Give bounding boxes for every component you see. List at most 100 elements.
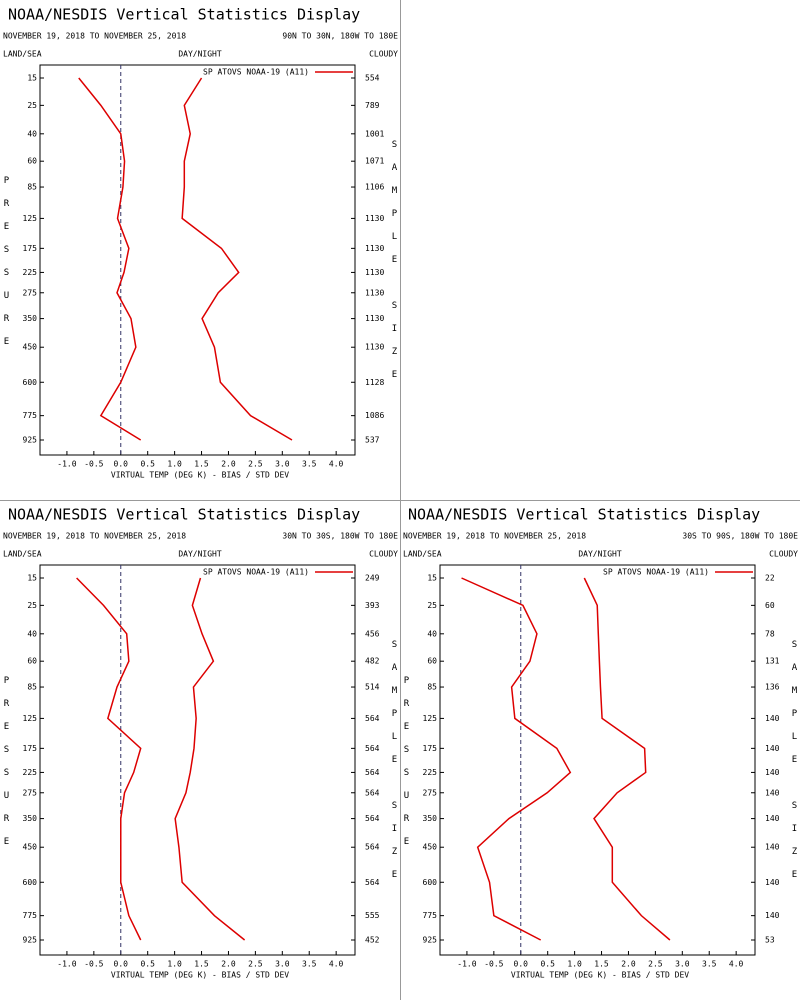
sample-size-label: 452 — [365, 936, 380, 945]
sample-size-label: 140 — [765, 744, 780, 753]
pressure-label: 25 — [27, 601, 37, 610]
x-tick-label: 1.0 — [167, 960, 182, 969]
plot-frame — [39, 64, 356, 456]
x-tick-label: 1.0 — [567, 960, 582, 969]
x-tick-label: 2.5 — [248, 460, 263, 469]
pressure-label: 85 — [427, 683, 437, 692]
pressure-label: 600 — [23, 378, 38, 387]
sample-size-label: 140 — [765, 788, 780, 797]
sample-size-label: 1001 — [365, 129, 384, 138]
x-tick-label: 1.0 — [167, 460, 182, 469]
x-tick-label: -0.5 — [84, 960, 103, 969]
cloudy-header: CLOUDY — [769, 550, 798, 559]
sample-size-label: 140 — [765, 768, 780, 777]
x-tick-label: 4.0 — [729, 960, 744, 969]
sample-size-label: 456 — [365, 629, 380, 638]
x-tick-label: -1.0 — [57, 460, 76, 469]
pressure-label: 125 — [423, 714, 438, 723]
x-axis-label: VIRTUAL TEMP (DEG K) - BIAS / STD DEV — [111, 971, 289, 980]
legend-label: SP ATOVS NOAA-19 (A11) — [203, 568, 309, 577]
pressure-label: 40 — [27, 129, 37, 138]
cloudy-header: CLOUDY — [369, 50, 398, 59]
x-tick-label: 0.5 — [140, 460, 155, 469]
bias-line — [76, 577, 142, 941]
x-tick-label: 3.5 — [302, 460, 317, 469]
x-tick-label: 3.5 — [702, 960, 717, 969]
pressure-label: 775 — [23, 911, 38, 920]
sample-size-label: 22 — [765, 574, 775, 583]
plot-frame — [439, 564, 756, 956]
sample-size-label: 140 — [765, 878, 780, 887]
day-night-header: DAY/NIGHT — [178, 50, 222, 59]
pressure-label: 350 — [23, 314, 38, 323]
sample-size-label: 1106 — [365, 183, 384, 192]
pressure-label: 60 — [27, 657, 37, 666]
x-tick-label: -0.5 — [84, 460, 103, 469]
pressure-label: 775 — [23, 411, 38, 420]
pressure-label: 40 — [27, 629, 37, 638]
region: 30S TO 90S, 180W TO 180E — [682, 532, 798, 541]
x-tick-label: 0.0 — [114, 960, 129, 969]
sample-size-label: 60 — [765, 601, 775, 610]
pressure-label: 225 — [423, 768, 438, 777]
x-tick-label: 1.5 — [194, 960, 209, 969]
legend-label: SP ATOVS NOAA-19 (A11) — [603, 568, 709, 577]
region: 90N TO 30N, 180W TO 180E — [282, 32, 398, 41]
pressure-label: 225 — [23, 268, 38, 277]
sample-size-label: 140 — [765, 814, 780, 823]
land-sea-header: LAND/SEA — [403, 550, 442, 559]
pressure-label: 225 — [23, 768, 38, 777]
y-axis-label: PRESSURE — [2, 676, 12, 860]
x-tick-label: 3.5 — [302, 960, 317, 969]
pressure-label: 450 — [423, 843, 438, 852]
sample-size-label: 1130 — [365, 268, 384, 277]
x-tick-label: 3.0 — [275, 460, 290, 469]
pressure-label: 775 — [423, 911, 438, 920]
pressure-label: 600 — [423, 878, 438, 887]
sample-size-label: 564 — [365, 744, 380, 753]
pressure-label: 60 — [27, 157, 37, 166]
sample-size-label: 140 — [765, 911, 780, 920]
pressure-label: 25 — [27, 101, 37, 110]
pressure-label: 85 — [27, 183, 37, 192]
sample-size-label: 1130 — [365, 343, 384, 352]
x-tick-label: 0.0 — [514, 960, 529, 969]
sample-size-label: 564 — [365, 714, 380, 723]
plot-frame — [39, 564, 356, 956]
legend-label: SP ATOVS NOAA-19 (A11) — [203, 68, 309, 77]
y2-axis-label: SAMPLE SIZE — [390, 140, 400, 393]
y-axis-label: PRESSURE — [2, 176, 12, 360]
sample-size-label: 1130 — [365, 214, 384, 223]
sample-size-label: 564 — [365, 878, 380, 887]
sample-size-label: 249 — [365, 574, 380, 583]
pressure-label: 350 — [23, 814, 38, 823]
sample-size-label: 1130 — [365, 244, 384, 253]
sample-size-label: 514 — [365, 683, 380, 692]
x-tick-label: 0.0 — [114, 460, 129, 469]
x-tick-label: 4.0 — [329, 460, 344, 469]
pressure-label: 15 — [27, 574, 37, 583]
bias-line — [461, 577, 572, 941]
pressure-label: 275 — [23, 288, 38, 297]
sample-size-label: 140 — [765, 714, 780, 723]
y2-axis-label: SAMPLE SIZE — [390, 640, 400, 893]
x-tick-label: 2.0 — [221, 960, 236, 969]
sample-size-label: 393 — [365, 601, 380, 610]
pressure-label: 175 — [23, 744, 38, 753]
x-tick-label: 1.5 — [194, 460, 209, 469]
x-axis-label: VIRTUAL TEMP (DEG K) - BIAS / STD DEV — [511, 971, 689, 980]
pressure-label: 925 — [23, 936, 38, 945]
pressure-label: 15 — [427, 574, 437, 583]
chart-title: NOAA/NESDIS Vertical Statistics Display — [8, 506, 360, 524]
x-tick-label: 2.0 — [221, 460, 236, 469]
x-tick-label: 3.0 — [275, 960, 290, 969]
x-tick-label: 2.0 — [621, 960, 636, 969]
sample-size-label: 564 — [365, 788, 380, 797]
sample-size-label: 78 — [765, 629, 775, 638]
chart-title: NOAA/NESDIS Vertical Statistics Display — [8, 6, 360, 24]
pressure-label: 600 — [23, 878, 38, 887]
pressure-label: 25 — [427, 601, 437, 610]
cloudy-header: CLOUDY — [369, 550, 398, 559]
pressure-label: 125 — [23, 214, 38, 223]
